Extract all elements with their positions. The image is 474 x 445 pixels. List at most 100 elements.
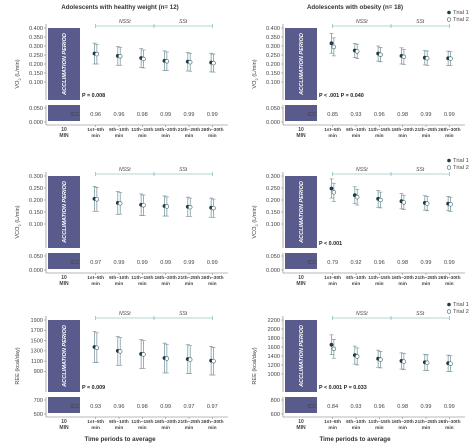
baseline-label-unit: MIN xyxy=(59,425,69,431)
x-tick-label-unit: min xyxy=(375,425,384,431)
acclimation-label: ACCLIMATION PERIOD xyxy=(299,33,305,96)
x-tick-label-unit: min xyxy=(161,281,170,287)
y-axis-title-subscript: 2 xyxy=(254,78,259,81)
baseline-label: 10 xyxy=(61,127,67,133)
y-tick-label: 1800 xyxy=(268,336,280,342)
y-tick-label: 0.200 xyxy=(29,198,43,204)
point-trial-2 xyxy=(188,205,193,210)
y-tick-label: 1700 xyxy=(31,328,43,334)
y-axis-title-unit: (L/min) xyxy=(252,205,258,224)
icc-value: 0.98 xyxy=(397,260,408,266)
x-tick-label-unit: min xyxy=(208,133,217,139)
x-tick-label: 6th–10th xyxy=(109,127,129,133)
acclimation-label: ACCLIMATION PERIOD xyxy=(299,181,305,244)
acclimation-block xyxy=(48,320,80,392)
y-axis-title-main: VCO xyxy=(15,226,21,239)
icc-value: 0.84 xyxy=(327,404,338,410)
x-tick-label-unit: min xyxy=(328,133,337,139)
baseline-label-unit: MIN xyxy=(59,281,69,287)
x-tick-label-unit: min xyxy=(422,425,431,431)
icc-value: 0.96 xyxy=(90,112,101,118)
x-tick-label: 11th–15th xyxy=(368,127,390,133)
point-trial-2 xyxy=(378,357,383,362)
y-tick-label: 0.150 xyxy=(29,210,43,216)
x-tick-label: 6th–10th xyxy=(346,419,366,425)
y-axis-title: VCO2 (L/min) xyxy=(15,205,22,238)
x-tick-label-unit: min xyxy=(91,133,100,139)
column-title-healthy: Adolescents with healthy weight (n= 12) xyxy=(61,4,178,11)
icc-value: 0.92 xyxy=(351,260,362,266)
y-tick-label: 0.100 xyxy=(29,222,43,228)
acclimation-label: ACCLIMATION PERIOD xyxy=(62,325,68,388)
icc-value: 0.99 xyxy=(207,260,218,266)
icc-value: 0.99 xyxy=(421,260,432,266)
x-tick-label-unit: min xyxy=(115,133,124,139)
legend-marker-trial-1 xyxy=(447,10,451,15)
x-tick-label-unit: min xyxy=(352,425,361,431)
icc-value: 0.99 xyxy=(207,112,218,118)
icc-value: 0.99 xyxy=(184,260,195,266)
icc-value: 0.98 xyxy=(397,112,408,118)
y-tick-label: 1300 xyxy=(31,349,43,355)
y-tick-label: 1900 xyxy=(31,318,43,324)
y-axis-title-subscript: 2 xyxy=(254,224,259,227)
x-tick-label: 1st–5th xyxy=(324,275,341,281)
x-tick-label: 26th–30th xyxy=(438,275,460,281)
p-values: P = 0.008 xyxy=(82,93,105,99)
x-tick-label: 11th–15th xyxy=(368,419,390,425)
bracket-label-nssi: NSSt xyxy=(119,167,131,173)
x-tick-label-unit: min xyxy=(115,425,124,431)
y-tick-label: 0.050 xyxy=(29,254,43,260)
y-tick-label: 800 xyxy=(271,398,280,404)
y-tick-label: 0.000 xyxy=(29,120,43,126)
x-tick-label-unit: min xyxy=(91,425,100,431)
y-axis-title-main: REE (kcal/day) xyxy=(15,347,21,384)
x-tick-label: 11th–15th xyxy=(131,127,153,133)
point-trial-2 xyxy=(448,202,453,207)
acclimation-block-lower xyxy=(48,105,80,121)
y-tick-label: 0.000 xyxy=(266,268,280,274)
x-tick-label: 26th–30th xyxy=(438,127,460,133)
x-tick-label-unit: min xyxy=(138,133,147,139)
acclimation-block xyxy=(48,176,80,248)
point-trial-2 xyxy=(355,194,360,200)
x-tick-label: 11th–15th xyxy=(368,275,390,281)
icc-value: 0.99 xyxy=(160,112,171,118)
icc-value: 0.79 xyxy=(327,260,338,266)
acclimation-block-lower xyxy=(48,397,80,413)
point-trial-2 xyxy=(448,361,453,366)
acclimation-block-lower xyxy=(48,253,80,269)
x-tick-label: 6th–10th xyxy=(109,275,129,281)
point-trial-2 xyxy=(94,197,100,202)
acclimation-block xyxy=(285,320,317,392)
y-tick-label: 0.300 xyxy=(266,174,280,180)
point-trial-2 xyxy=(94,345,100,350)
x-tick-label-unit: min xyxy=(208,425,217,431)
y-tick-label: 2200 xyxy=(268,318,280,324)
point-trial-2 xyxy=(378,197,383,203)
y-axis-title-unit: (L/min) xyxy=(15,59,21,78)
x-tick-label: 11th–15th xyxy=(131,419,153,425)
acclimation-block xyxy=(285,28,317,100)
x-tick-label-unit: min xyxy=(352,281,361,287)
y-tick-label: 0.200 xyxy=(266,62,280,68)
x-tick-label: 21th–25th xyxy=(178,127,200,133)
legend-label-trial-2: Trial 2 xyxy=(453,17,469,23)
bracket-label-nssi: NSSt xyxy=(356,19,368,25)
y-tick-label: 700 xyxy=(34,398,43,404)
x-axis-title-left: Time periods to average xyxy=(84,436,156,443)
x-tick-label-unit: min xyxy=(208,281,217,287)
y-axis-title-unit: (L/min) xyxy=(15,205,21,224)
point-trial-2 xyxy=(401,200,407,205)
panel-c2: ACCLIMATION PERIOD 2200 2000 1800 1600 1400 12… xyxy=(252,302,469,431)
point-trial-2 xyxy=(331,190,337,195)
x-tick-label-unit: min xyxy=(161,133,170,139)
icc-label: ICC xyxy=(70,260,80,266)
x-tick-label-unit: min xyxy=(375,281,384,287)
y-tick-label: 0.350 xyxy=(266,35,280,41)
y-tick-label: 500 xyxy=(34,412,43,418)
p-values: P < 0.001 P = 0.033 xyxy=(319,385,367,391)
icc-value: 0.96 xyxy=(114,112,125,118)
y-tick-label: 2000 xyxy=(268,327,280,333)
